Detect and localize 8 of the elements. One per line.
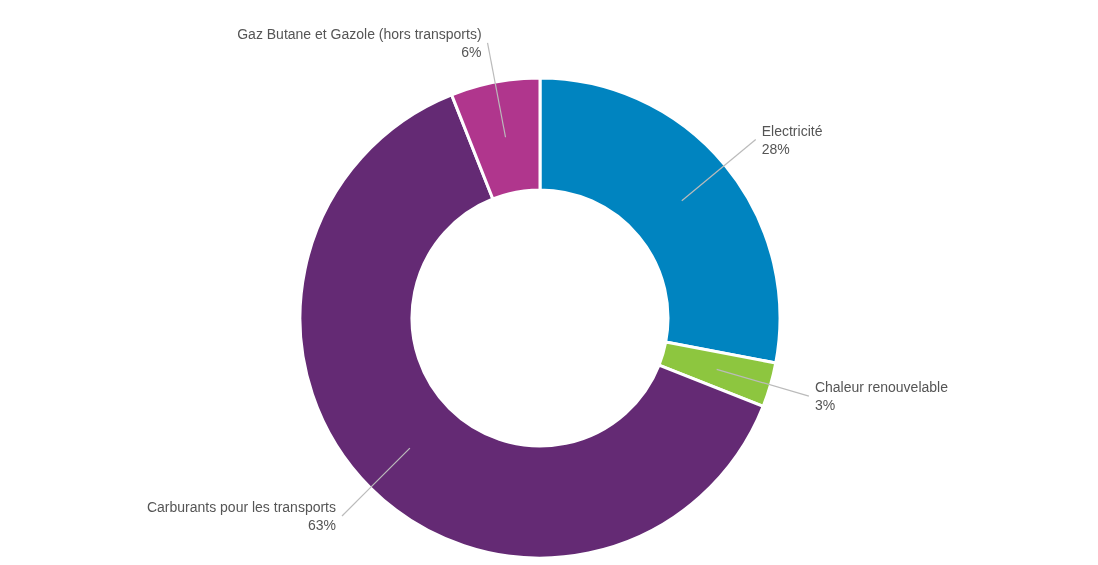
data-label: 63% (307, 516, 337, 533)
slice-label: Carburants pour les transports (146, 498, 337, 515)
slice-label: Gaz Butane et Gazole (hors transports) (237, 25, 482, 42)
data-label: 6% (461, 43, 482, 60)
data-label: 28% (761, 140, 790, 157)
data-label: 3% (814, 397, 836, 414)
slice-label: Electricité (761, 122, 823, 139)
slice-label: Chaleur renouvelable (814, 379, 949, 396)
